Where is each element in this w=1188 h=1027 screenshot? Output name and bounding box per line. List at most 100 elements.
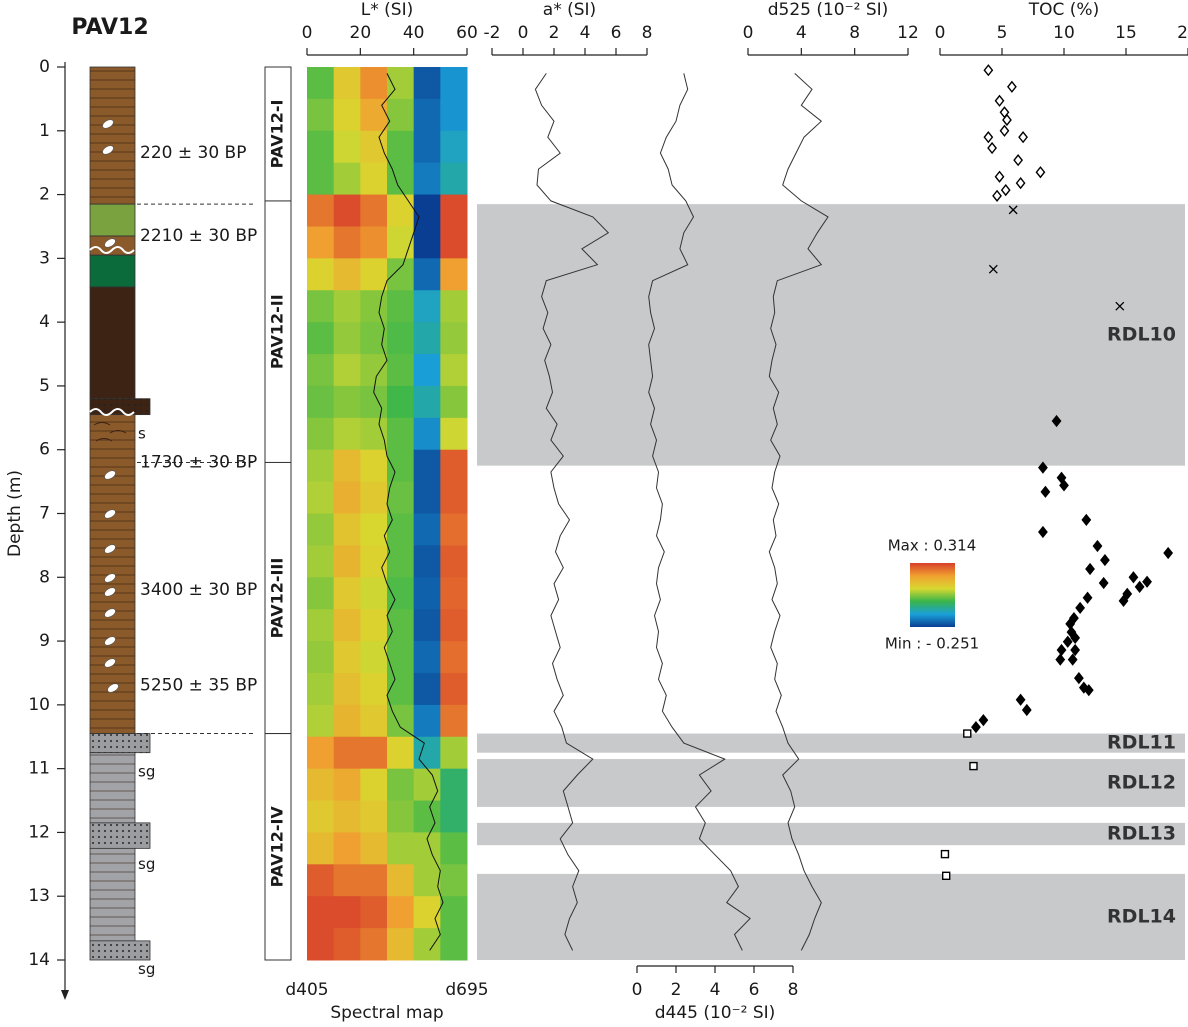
spectral-cell <box>307 481 335 514</box>
toc-point <box>1015 693 1026 706</box>
toc-point <box>1092 539 1103 553</box>
date-label: 3400 ± 30 BP <box>140 580 257 600</box>
spectral-cell <box>387 800 415 833</box>
spectral-cell <box>307 672 335 706</box>
spectral-cell <box>387 449 415 483</box>
spectral-cell <box>387 130 415 164</box>
spectral-cell <box>333 928 361 961</box>
spectral-cell <box>333 98 361 132</box>
spectral-cell <box>413 258 441 291</box>
spectral-cell <box>307 130 335 164</box>
spectral-cell <box>307 609 335 642</box>
x-tick-label: 4 <box>710 980 721 1000</box>
sand-texture <box>90 940 150 960</box>
toc-point <box>987 141 997 155</box>
spectral-cell <box>307 736 335 770</box>
colorbar <box>910 563 955 627</box>
spectral-cell <box>440 768 468 802</box>
toc-point <box>1098 576 1109 590</box>
spectral-cell <box>360 481 388 514</box>
spectral-cell <box>387 609 415 642</box>
spectral-cell <box>440 290 468 323</box>
date-label: 5250 ± 35 BP <box>140 676 257 696</box>
spectral-cell <box>360 449 388 483</box>
x-tick-label: 8 <box>642 23 653 43</box>
x-axis-title: TOC (%) <box>1028 0 1099 20</box>
grain-label: s <box>138 424 146 442</box>
x-tick-label: 8 <box>788 980 799 1000</box>
spectral-cell <box>333 736 361 770</box>
spectral-cell <box>307 896 335 929</box>
spectral-cell <box>360 896 388 929</box>
toc-point <box>1075 601 1086 615</box>
spectral-cell <box>387 98 415 132</box>
unit-label: PAV12-III <box>268 558 287 639</box>
spectral-cell <box>413 704 441 738</box>
data-line <box>768 73 829 951</box>
spectral-cell <box>413 928 441 961</box>
depth-tick-label: 13 <box>28 886 50 906</box>
depth-tick-label: 10 <box>28 695 50 715</box>
spectral-cell <box>333 609 361 642</box>
spectral-cell <box>307 417 335 451</box>
x-tick-label: 20 <box>350 23 372 43</box>
spectral-cell <box>387 354 415 387</box>
spectral-cell <box>307 704 335 738</box>
toc-point <box>1015 176 1026 190</box>
date-label: 2210 ± 30 BP <box>140 226 257 246</box>
toc-point <box>1163 546 1174 560</box>
spectral-cell <box>307 385 335 419</box>
x-tick-label: 0 <box>632 980 643 1000</box>
spectral-cell <box>440 832 468 865</box>
toc-point <box>1134 580 1145 593</box>
toc-point <box>999 124 1010 137</box>
x-axis-title: L* (SI) <box>361 0 413 20</box>
data-line <box>534 73 610 951</box>
figure-title: PAV12 <box>71 15 148 40</box>
depth-tick-label: 8 <box>39 567 50 587</box>
toc-point <box>1083 684 1094 697</box>
spectral-cell <box>440 98 468 132</box>
spectral-cell <box>387 417 415 451</box>
spectral-cell <box>387 896 415 929</box>
depth-axis-title: Depth (m) <box>5 470 25 557</box>
lithology-layer <box>89 203 136 237</box>
spectral-cell <box>440 672 468 706</box>
spectral-cell <box>387 322 415 355</box>
spectral-cell <box>440 609 468 642</box>
depth-tick-label: 2 <box>39 185 50 205</box>
depth-tick-label: 14 <box>28 950 50 970</box>
x-tick-label: 40 <box>403 23 425 43</box>
toc-point <box>1070 643 1081 657</box>
toc-point <box>1118 594 1129 608</box>
spectral-cell <box>307 577 335 610</box>
spectral-cell <box>440 226 468 259</box>
spectral-cell <box>333 481 361 514</box>
sand-texture <box>90 822 150 849</box>
spectral-cell <box>360 258 388 291</box>
spectral-cell <box>360 417 388 451</box>
spectral-cell <box>413 768 441 802</box>
spectral-cell <box>387 704 415 738</box>
spectral-cell <box>440 322 468 355</box>
depth-tick-label: 3 <box>39 248 50 268</box>
spectral-cell <box>333 768 361 802</box>
spectral-cell <box>360 290 388 323</box>
spectral-cell <box>413 449 441 483</box>
spectral-cell <box>413 322 441 355</box>
toc-point <box>940 849 950 859</box>
spectral-cell <box>387 226 415 259</box>
spectral-cell <box>440 354 468 387</box>
spectral-cell <box>307 194 335 227</box>
x-tick-label: 0 <box>518 23 529 43</box>
x-axis-title: d445 (10⁻² SI) <box>655 1003 776 1023</box>
spectral-cell <box>440 417 468 451</box>
spectral-cell <box>413 672 441 706</box>
depth-tick-label: 7 <box>39 504 50 524</box>
spectral-edge-label: d695 <box>445 980 488 1000</box>
spectral-cell <box>387 928 415 961</box>
spectral-cell <box>360 609 388 642</box>
spectral-cell <box>333 258 361 291</box>
